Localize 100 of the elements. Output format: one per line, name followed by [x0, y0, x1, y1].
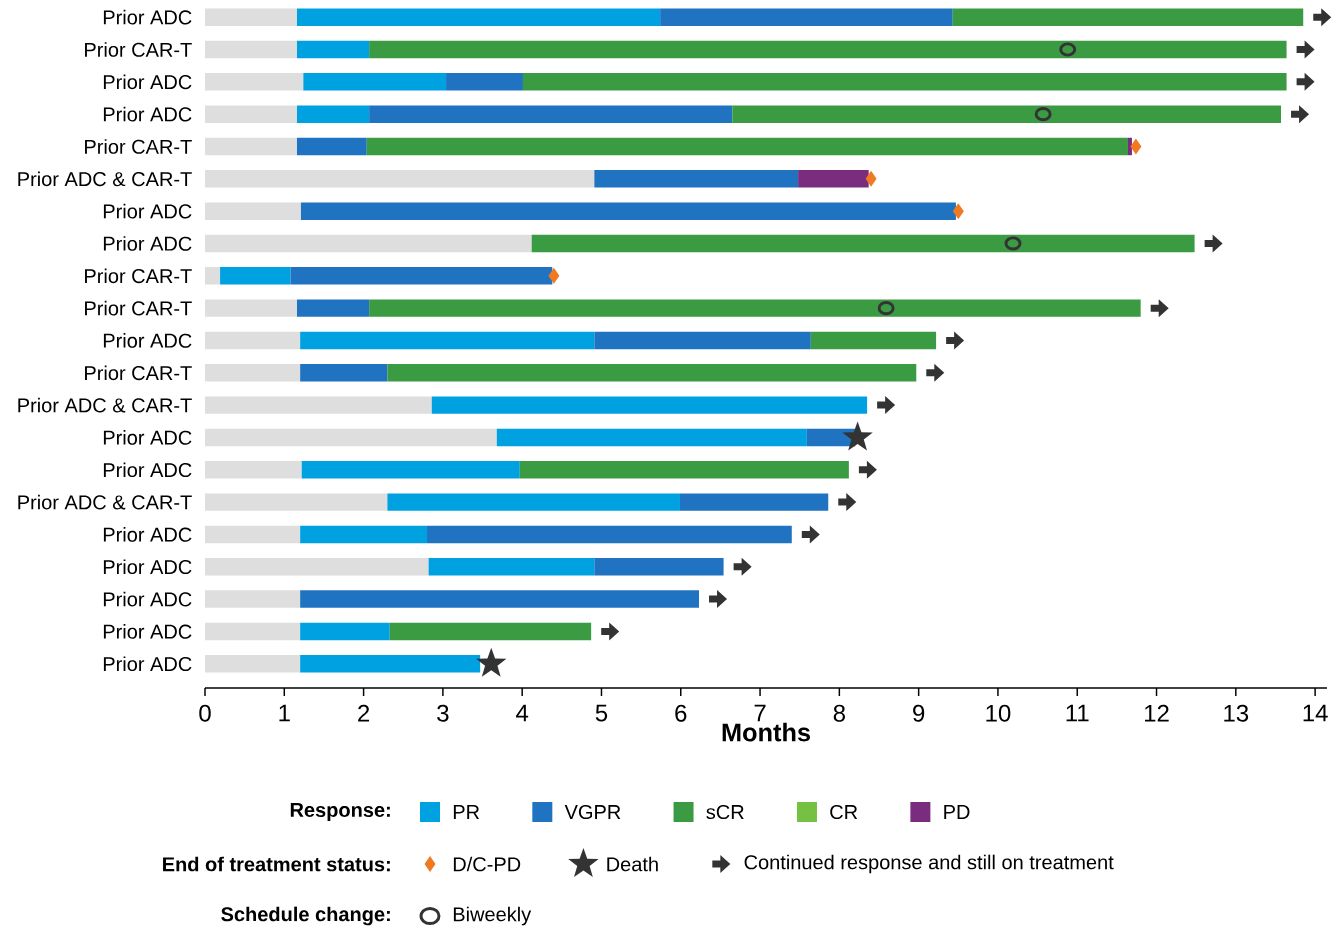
bar [205, 558, 429, 576]
bar [300, 655, 481, 673]
bar [369, 40, 1287, 59]
point [1034, 107, 1052, 122]
legend-label: Continued response and still on treatment [744, 854, 1114, 874]
bar [205, 396, 432, 414]
y-tick-label: Prior ADC [103, 106, 192, 122]
bar [660, 8, 953, 26]
x-tick-label: 7 [754, 704, 766, 722]
bar [531, 234, 1195, 253]
bar [594, 558, 724, 576]
x-tick-label: 8 [833, 704, 845, 722]
x-tick-label: 4 [516, 704, 529, 722]
y-tick-label: Prior ADC [103, 591, 192, 607]
y-tick-label: Prior ADC & CAR-T [18, 494, 192, 510]
bar [205, 364, 301, 382]
y-tick-label: Prior ADC & CAR-T [18, 171, 192, 187]
x-tick-label: 3 [437, 704, 449, 722]
text: Response: [290, 803, 390, 821]
bar [205, 40, 297, 59]
legend-label: PR [453, 805, 480, 819]
y-tick-label: Prior ADC & CAR-T [18, 397, 192, 413]
y-tick-label: Prior ADC [103, 236, 192, 251]
y-tick-label: Prior ADC [103, 203, 192, 219]
y-tick-label: Prior CAR-T [85, 365, 192, 381]
point [1150, 299, 1169, 318]
bar [205, 525, 301, 544]
x-tick-label: 13 [1224, 704, 1249, 722]
bar [220, 267, 291, 285]
legend-label: PD [944, 805, 970, 819]
x-tick-label: 6 [675, 704, 687, 722]
y-tick-label: Prior ADC [103, 333, 192, 348]
x-tick-label: 11 [1066, 704, 1089, 722]
bar [301, 461, 520, 479]
bar [732, 105, 1282, 123]
point [801, 525, 820, 544]
legend-label: Death [607, 856, 658, 872]
y-tick-label: Prior CAR-T [85, 300, 192, 316]
bar [205, 428, 497, 447]
bar [427, 525, 792, 544]
y-tick-label: Prior ADC [103, 462, 192, 478]
bar [679, 493, 829, 511]
bar [205, 170, 595, 188]
y-tick-label: Prior ADC [103, 9, 192, 25]
point [946, 331, 965, 350]
x-tick-label: 5 [595, 704, 608, 722]
bar [205, 299, 297, 317]
point [1204, 234, 1223, 253]
bar [296, 105, 370, 123]
legend-label: D/C-PD [453, 856, 521, 872]
bar [290, 267, 553, 285]
point [877, 396, 896, 415]
bar [300, 202, 956, 220]
bar [300, 590, 699, 608]
bar [205, 105, 297, 123]
point [601, 622, 620, 641]
x-tick-label: 10 [986, 704, 1011, 722]
legend-label: CR [830, 804, 858, 820]
bar [369, 105, 733, 123]
y-tick-label: Prior ADC [103, 624, 192, 639]
point [952, 203, 964, 220]
y-tick-label: Prior ADC [103, 74, 192, 90]
bar [594, 331, 811, 350]
text: Schedule change: [221, 906, 390, 926]
bar [205, 267, 221, 285]
x-tick-label: 9 [913, 704, 925, 722]
point [1296, 40, 1315, 59]
bar [798, 170, 869, 188]
point [865, 170, 877, 187]
bar [205, 622, 301, 641]
bar [389, 622, 592, 641]
point [1313, 8, 1332, 27]
bar [205, 461, 302, 479]
point [733, 557, 752, 576]
point [548, 267, 560, 284]
bar [205, 73, 304, 91]
y-tick-label: Prior ADC [103, 527, 192, 542]
x-tick-label: 1 [279, 704, 290, 722]
bar [522, 73, 1287, 91]
y-tick-label: Prior ADC [103, 656, 192, 672]
bar [296, 299, 370, 317]
y-tick-label: Prior CAR-T [85, 42, 192, 57]
point [1059, 42, 1077, 57]
bar [205, 202, 301, 220]
point [1004, 236, 1022, 251]
point [1296, 72, 1315, 91]
point [842, 421, 873, 451]
point [858, 460, 877, 479]
y-tick-label: Prior ADC [103, 559, 192, 575]
bar [519, 461, 849, 479]
x-axis-title: Months [722, 722, 810, 742]
y-tick-label: Prior CAR-T [85, 139, 192, 154]
x-tick-label: 2 [358, 704, 370, 722]
y-tick-label: Prior ADC [103, 430, 192, 445]
bar [1127, 137, 1132, 156]
point [877, 301, 895, 316]
bar [205, 493, 388, 511]
bar [296, 8, 661, 26]
bar [205, 8, 297, 26]
x-tick-label: 14 [1303, 704, 1328, 722]
